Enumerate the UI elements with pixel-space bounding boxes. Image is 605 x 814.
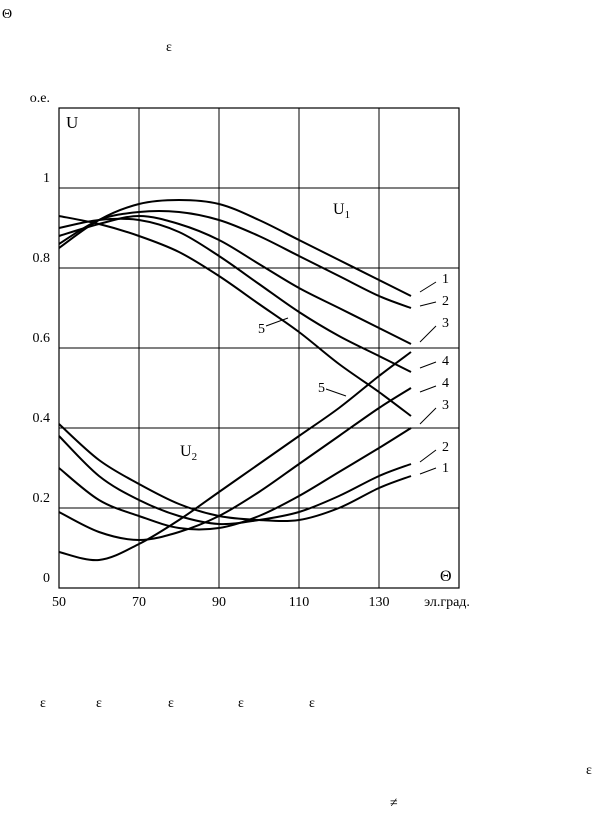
leader-line: [265, 317, 289, 327]
symbol: ε: [309, 696, 315, 711]
symbol: ε: [96, 696, 102, 711]
series-label: 4: [442, 354, 449, 369]
curve: [58, 387, 412, 542]
series-label: 1: [442, 461, 449, 476]
leader-line: [325, 388, 347, 397]
symbol: ε: [40, 696, 46, 711]
annotation-text: U: [333, 201, 345, 218]
symbol: Θ: [2, 7, 12, 22]
annotation-sub: 2: [192, 451, 198, 463]
symbol: ε: [166, 40, 172, 55]
leader-line: [419, 301, 437, 307]
symbol: ε: [586, 763, 592, 778]
leader-line: [419, 467, 437, 475]
y-tick-label: 1: [43, 171, 50, 186]
y-tick-label: 0: [43, 571, 50, 586]
x-tick-label: 50: [52, 595, 66, 610]
curve: [58, 423, 412, 523]
symbol: ε: [168, 696, 174, 711]
x-tick-label: эл.град.: [424, 595, 470, 610]
y-tick-label: 0.2: [33, 491, 51, 506]
leader-line: [419, 325, 437, 343]
curve: [58, 215, 412, 417]
series-label: 3: [442, 398, 449, 413]
leader-line: [419, 385, 437, 393]
symbol: ε: [238, 696, 244, 711]
curve: [58, 217, 412, 373]
leader-line: [419, 407, 437, 425]
x-tick-label: 110: [289, 595, 309, 610]
y-axis-label: U: [66, 113, 78, 132]
plot-frame: [58, 107, 460, 589]
annotation-sub: 1: [345, 209, 351, 221]
annotation-text: U: [180, 443, 192, 460]
leader-line: [419, 281, 437, 293]
annotation: U2: [180, 443, 197, 463]
chart: 0 0.2 0.4 0.6 0.8 1 о.е. 50 70 90 110 130 эл.град. U Θ…: [30, 91, 470, 610]
y-tick-label: о.е.: [30, 91, 50, 106]
leader-line: [419, 449, 437, 463]
series-label: 4: [442, 376, 449, 391]
curve: [58, 351, 412, 562]
y-tick-label: 0.4: [33, 411, 51, 426]
leader-line: [419, 361, 437, 369]
series-label: 5: [318, 381, 325, 396]
x-tick-label: 70: [132, 595, 146, 610]
annotation: U1: [333, 201, 350, 221]
series-label: 1: [442, 272, 449, 287]
curve: [58, 210, 412, 309]
series-label: 5: [258, 322, 265, 337]
series-label: 3: [442, 316, 449, 331]
y-tick-label: 0.8: [33, 251, 51, 266]
x-axis-label: Θ: [440, 568, 452, 585]
symbol: ≠: [390, 796, 398, 811]
x-tick-label: 90: [212, 595, 226, 610]
curve: [58, 427, 412, 531]
x-tick-label: 130: [369, 595, 390, 610]
y-tick-label: 0.6: [33, 331, 51, 346]
curve: [58, 214, 412, 345]
curve: [58, 198, 412, 297]
series-label: 2: [442, 294, 449, 309]
series-label: 2: [442, 440, 449, 455]
